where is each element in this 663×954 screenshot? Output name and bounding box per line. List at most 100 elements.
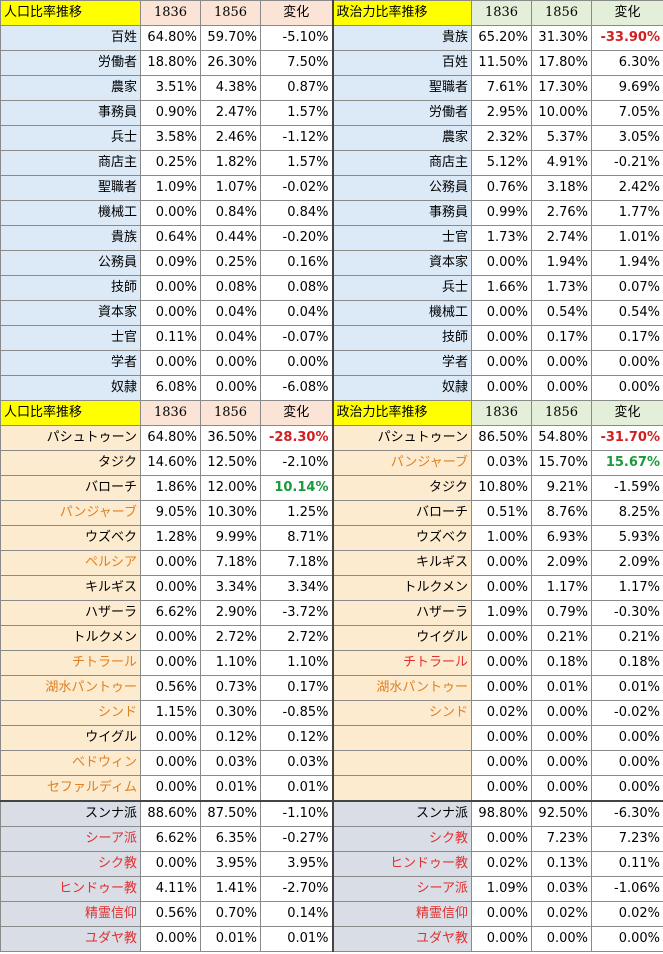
value-1836: 0.56% — [140, 901, 201, 927]
row-label: 貴族 — [332, 25, 472, 51]
value-1856: 0.00% — [200, 375, 261, 401]
row-label: トルクメン — [0, 625, 141, 651]
change-value: -6.30% — [591, 800, 663, 827]
table-row: パシュトゥーン 64.80% 36.50% -28.30% パシュトゥーン 86.50% 5… — [0, 425, 663, 451]
row-label: セファルディム — [0, 775, 141, 802]
value-1836: 0.00% — [471, 325, 532, 351]
value-1856: 31.30% — [531, 25, 592, 51]
value-1836: 0.00% — [140, 550, 201, 576]
change-value: 0.17% — [260, 675, 334, 701]
table-row: パンジャーブ 9.05% 10.30% 1.25% バローチ 0.51% 8.76% 8.25… — [0, 500, 663, 526]
political-power-table-title: 政治力比率推移 — [332, 0, 472, 26]
value-1836: 0.00% — [471, 625, 532, 651]
change-value: 1.77% — [591, 200, 663, 226]
value-1856: 2.72% — [200, 625, 261, 651]
row-label: ベドウィン — [0, 750, 141, 776]
row-label: ユダヤ教 — [0, 926, 141, 952]
table-row: 貴族 0.64% 0.44% -0.20% 士官 1.73% 2.74% 1.01% — [0, 225, 663, 251]
value-1836: 0.99% — [471, 200, 532, 226]
value-1836: 0.00% — [471, 575, 532, 601]
change-value: 3.95% — [260, 851, 334, 877]
table-row: セファルディム 0.00% 0.01% 0.01% 0.00% 0.00% 0.00% — [0, 775, 663, 802]
change-value: 0.02% — [591, 901, 663, 927]
row-label: 湖水パントゥー — [0, 675, 141, 701]
row-label: チトラール — [0, 650, 141, 676]
table-row: チトラール 0.00% 1.10% 1.10% チトラール 0.00% 0.18% 0.18% — [0, 650, 663, 676]
row-label: ハザーラ — [332, 600, 472, 626]
table-row: 資本家 0.00% 0.04% 0.04% 機械工 0.00% 0.54% 0.54% — [0, 300, 663, 326]
value-1836: 9.05% — [140, 500, 201, 526]
value-1856: 6.35% — [200, 826, 261, 852]
table-row: 技師 0.00% 0.08% 0.08% 兵士 1.66% 1.73% 0.07% — [0, 275, 663, 301]
row-label: ユダヤ教 — [332, 926, 472, 952]
table-row: ウイグル 0.00% 0.12% 0.12% 0.00% 0.00% 0.00% — [0, 725, 663, 751]
value-1856: 1.41% — [200, 876, 261, 902]
change-value: 1.57% — [260, 100, 334, 126]
row-label: 学者 — [0, 350, 141, 376]
table-row: 学者 0.00% 0.00% 0.00% 学者 0.00% 0.00% 0.00% — [0, 350, 663, 376]
value-1856: 0.02% — [531, 901, 592, 927]
value-1856: 15.70% — [531, 450, 592, 476]
change-value: 5.93% — [591, 525, 663, 551]
change-value: 15.67% — [591, 450, 663, 476]
value-1856: 0.44% — [200, 225, 261, 251]
value-1856: 0.00% — [531, 700, 592, 726]
row-label: 精霊信仰 — [332, 901, 472, 927]
row-label: バローチ — [0, 475, 141, 501]
value-1836: 0.00% — [140, 350, 201, 376]
value-1836: 0.25% — [140, 150, 201, 176]
table-row: 奴隷 6.08% 0.00% -6.08% 奴隷 0.00% 0.00% 0.00% — [0, 375, 663, 401]
value-1836: 11.50% — [471, 50, 532, 76]
year-1836-header: 1836 — [140, 0, 201, 26]
value-1856: 0.25% — [200, 250, 261, 276]
change-value: 7.05% — [591, 100, 663, 126]
value-1856: 92.50% — [531, 800, 592, 827]
value-1856: 0.17% — [531, 325, 592, 351]
value-1836: 0.00% — [471, 675, 532, 701]
value-1856: 7.18% — [200, 550, 261, 576]
change-value: -1.10% — [260, 800, 334, 827]
value-1836: 0.00% — [140, 926, 201, 952]
change-value: 1.17% — [591, 575, 663, 601]
row-label: 公務員 — [332, 175, 472, 201]
value-1836: 0.00% — [140, 725, 201, 751]
table-row: 労働者 18.80% 26.30% 7.50% 百姓 11.50% 17.80% 6.30% — [0, 50, 663, 76]
value-1856: 4.38% — [200, 75, 261, 101]
value-1836: 1.09% — [140, 175, 201, 201]
change-header: 変化 — [591, 0, 663, 26]
row-label: 士官 — [0, 325, 141, 351]
change-value: 10.14% — [260, 475, 334, 501]
table-row: ハザーラ 6.62% 2.90% -3.72% ハザーラ 1.09% 0.79% -0.30% — [0, 600, 663, 626]
value-1856: 1.17% — [531, 575, 592, 601]
value-1836: 0.56% — [140, 675, 201, 701]
value-1836: 0.00% — [471, 650, 532, 676]
value-1836: 65.20% — [471, 25, 532, 51]
value-1836: 64.80% — [140, 425, 201, 451]
row-label: シーア派 — [332, 876, 472, 902]
change-value: -0.02% — [591, 700, 663, 726]
row-label: 奴隷 — [332, 375, 472, 401]
change-value: -0.07% — [260, 325, 334, 351]
row-label: 労働者 — [0, 50, 141, 76]
change-value: 0.00% — [591, 350, 663, 376]
value-1856: 0.03% — [531, 876, 592, 902]
value-1836: 4.11% — [140, 876, 201, 902]
value-1836: 18.80% — [140, 50, 201, 76]
value-1836: 0.00% — [140, 300, 201, 326]
row-label: シンド — [0, 700, 141, 726]
value-1836: 0.00% — [140, 200, 201, 226]
year-1856-header: 1856 — [531, 0, 592, 26]
row-label: ハザーラ — [0, 600, 141, 626]
row-label: スンナ派 — [0, 800, 141, 827]
section-header-eth: 人口比率推移 1836 1856 変化 政治力比率推移 1836 1856 変化 — [0, 400, 663, 426]
value-1856: 0.01% — [200, 775, 261, 802]
value-1856: 0.70% — [200, 901, 261, 927]
table-row: キルギス 0.00% 3.34% 3.34% トルクメン 0.00% 1.17% 1.17% — [0, 575, 663, 601]
population-table-title: 人口比率推移 — [0, 400, 141, 426]
change-value: -0.27% — [260, 826, 334, 852]
value-1836: 0.02% — [471, 851, 532, 877]
value-1836: 1.86% — [140, 475, 201, 501]
change-value: 0.84% — [260, 200, 334, 226]
row-label: 精霊信仰 — [0, 901, 141, 927]
change-value: 8.25% — [591, 500, 663, 526]
